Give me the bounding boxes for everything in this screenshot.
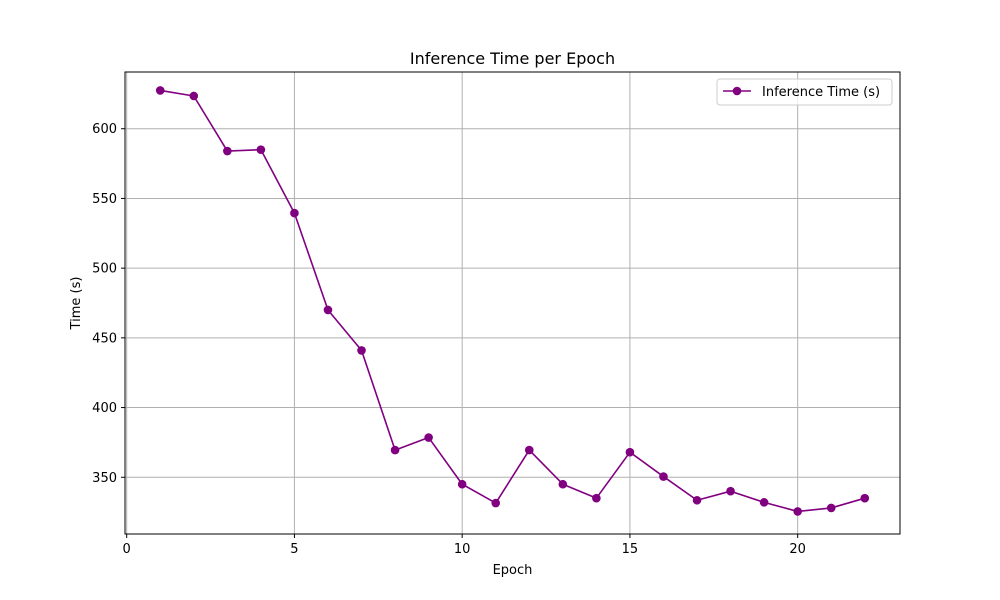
legend-label: Inference Time (s) <box>762 85 880 100</box>
y-axis-label: Time (s) <box>69 277 84 331</box>
data-point <box>290 208 299 218</box>
legend: Inference Time (s) <box>716 78 893 106</box>
data-point <box>726 486 735 496</box>
data-point <box>323 305 333 315</box>
data-point <box>625 447 635 457</box>
y-tick-label: 500 <box>92 262 117 277</box>
series-layer <box>155 86 870 516</box>
y-tick-label: 550 <box>92 192 117 207</box>
data-point <box>424 433 433 442</box>
data-point <box>692 495 702 505</box>
data-point <box>592 493 601 503</box>
data-point <box>189 91 199 101</box>
series-line <box>160 89 865 513</box>
data-point <box>860 493 870 503</box>
data-point <box>256 145 266 154</box>
data-point <box>558 479 568 489</box>
y-tick-label: 600 <box>92 122 117 137</box>
x-tick-label: 15 <box>622 542 639 557</box>
y-tick-label: 350 <box>92 471 117 486</box>
data-point <box>759 498 769 507</box>
y-tick-label: 400 <box>92 401 117 416</box>
x-tick-label: 20 <box>789 542 806 557</box>
data-point <box>826 503 836 513</box>
chart-title: Inference Time per Epoch <box>410 49 615 68</box>
data-point <box>223 146 232 156</box>
x-tick-label: 5 <box>290 542 298 557</box>
x-axis-label: Epoch <box>493 563 533 578</box>
legend-marker-swatch <box>732 86 742 96</box>
data-point <box>524 445 534 455</box>
data-point <box>155 86 165 95</box>
plot-frame <box>124 71 901 535</box>
data-point <box>457 479 467 489</box>
y-tick-label: 450 <box>92 331 117 346</box>
legend-frame <box>716 78 893 106</box>
data-point <box>357 346 366 355</box>
tick-layer: 0 5 10 15 20 350 400 450 500 550 600 <box>92 122 806 557</box>
x-tick-label: 0 <box>123 542 131 557</box>
grid-lines <box>125 72 900 534</box>
data-point <box>793 507 802 516</box>
data-point <box>659 472 668 481</box>
x-tick-label: 10 <box>454 542 471 557</box>
data-point <box>390 445 400 455</box>
data-point <box>491 498 501 508</box>
